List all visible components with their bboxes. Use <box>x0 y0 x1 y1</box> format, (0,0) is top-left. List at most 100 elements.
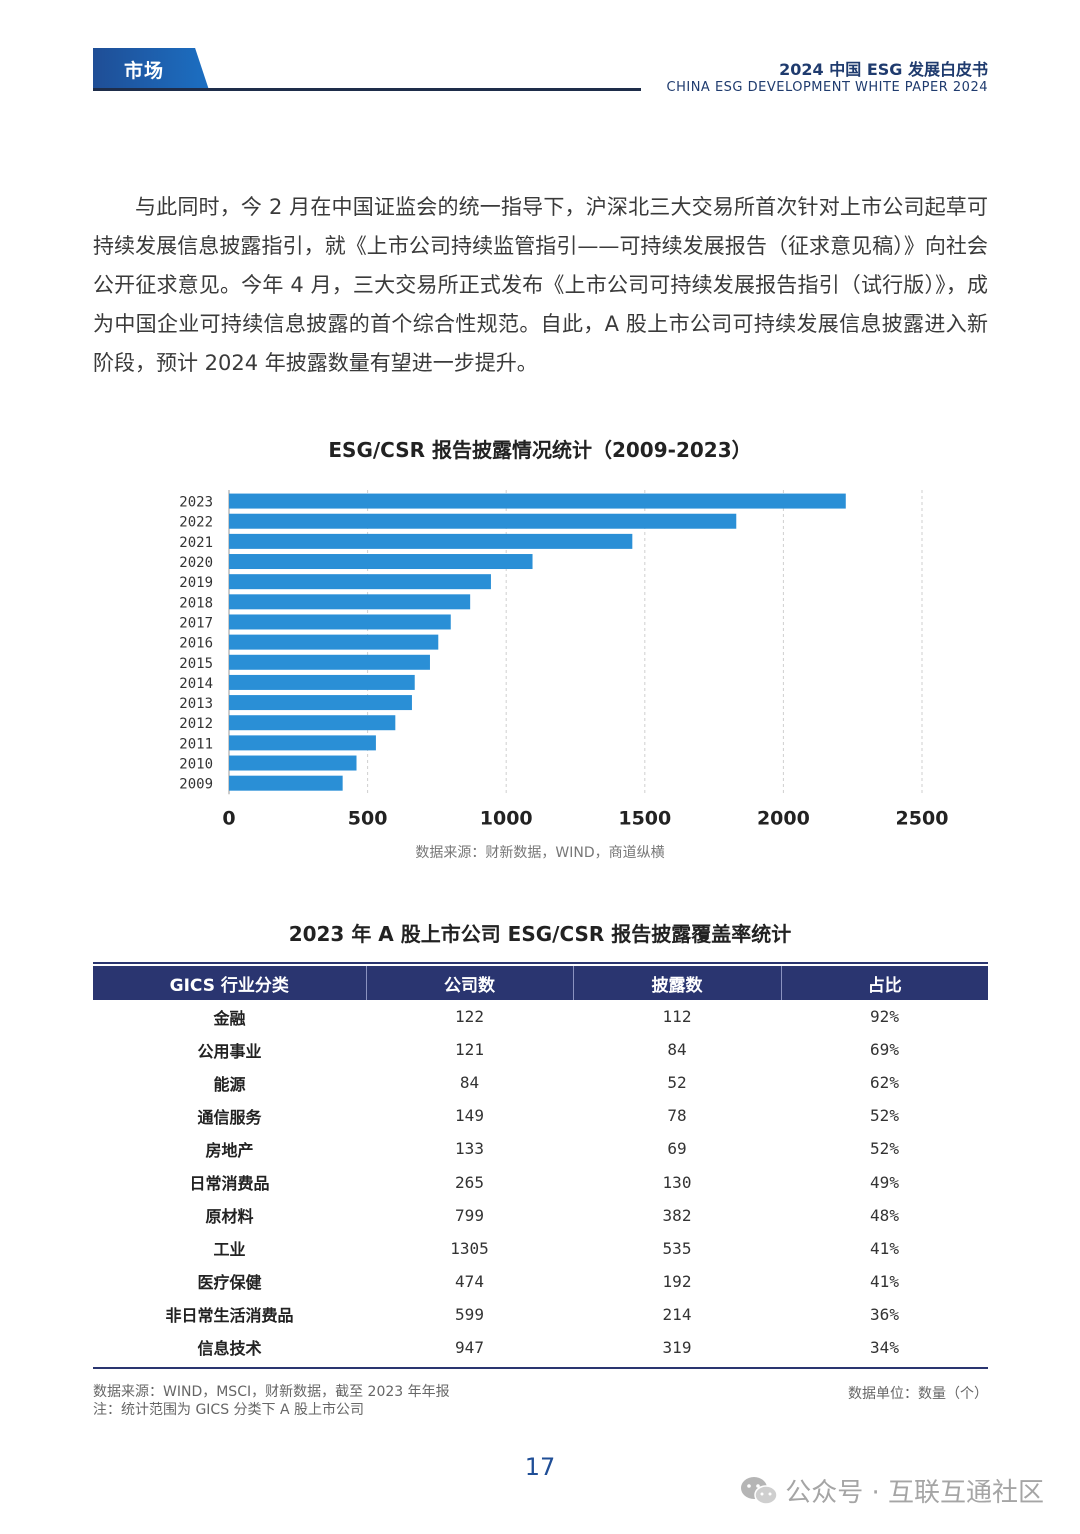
header-disclosure-count: 披露数 <box>573 966 782 1000</box>
bar-2015 <box>229 654 430 670</box>
y-tick-label: 2014 <box>179 676 213 692</box>
table-unit-note: 数据单位：数量（个） <box>848 1386 988 1402</box>
table-row: 房地产 133 69 52% <box>93 1132 988 1165</box>
company-count-cell: 1305 <box>450 1238 489 1258</box>
table-row: 能源 84 52 62% <box>93 1066 988 1099</box>
y-tick-label: 2013 <box>179 696 213 712</box>
table-row: 金融 122 112 92% <box>93 1000 988 1033</box>
ratio-cell: 62% <box>870 1073 899 1093</box>
table-notes: 数据来源：WIND，MSCI，财新数据，截至 2023 年年报 注：统计范围为 … <box>93 1383 450 1419</box>
bar-2020 <box>229 554 533 570</box>
wechat-icon <box>741 1476 778 1505</box>
company-count-cell: 122 <box>455 1007 484 1027</box>
company-count-cell: 121 <box>455 1040 484 1060</box>
x-tick-label: 1000 <box>480 807 533 829</box>
company-count-cell: 799 <box>455 1205 484 1225</box>
table-scope-note: 注：统计范围为 GICS 分类下 A 股上市公司 <box>93 1402 365 1418</box>
ratio-cell: 36% <box>870 1304 899 1324</box>
watermark: 公众号 · 互联互通社区 <box>739 1472 1044 1509</box>
section-label: 市场 <box>124 60 165 82</box>
company-count-cell: 133 <box>455 1139 484 1159</box>
industry-cell: 工业 <box>213 1240 246 1260</box>
y-tick-label: 2015 <box>179 656 213 672</box>
table-source-note: 数据来源：WIND，MSCI，财新数据，截至 2023 年年报 <box>93 1384 450 1400</box>
ratio-cell: 52% <box>870 1106 899 1126</box>
industry-cell: 能源 <box>213 1074 246 1094</box>
industry-cell: 非日常生活消费品 <box>165 1306 294 1326</box>
y-tick-label: 2018 <box>179 595 213 611</box>
x-tick-label: 2500 <box>896 807 949 829</box>
page-number: 17 <box>524 1453 556 1481</box>
y-tick-label: 2009 <box>179 777 213 793</box>
bar-2011 <box>229 735 376 751</box>
industry-cell: 金融 <box>213 1008 246 1028</box>
table-row: 工业 1305 535 41% <box>93 1232 988 1265</box>
company-count-cell: 84 <box>459 1073 480 1093</box>
ratio-cell: 41% <box>870 1238 899 1258</box>
doc-title-en: CHINA ESG DEVELOPMENT WHITE PAPER 2024 <box>666 80 988 95</box>
disclosure-count-cell: 130 <box>662 1172 692 1192</box>
disclosure-count-cell: 214 <box>662 1304 692 1324</box>
y-tick-label: 2023 <box>179 495 213 511</box>
y-tick-label: 2020 <box>179 555 213 571</box>
disclosure-count-cell: 382 <box>662 1205 692 1225</box>
bar-2013 <box>229 695 412 711</box>
bar-2009 <box>229 775 343 791</box>
header-ratio: 占比 <box>781 966 988 1000</box>
bar-chart: 2023 2022 2021 2020 2019 2018 2017 2016 2015 2014… <box>179 490 949 829</box>
table-title: 2023 年 A 股上市公司 ESG/CSR 报告披露覆盖率统计 <box>288 922 792 946</box>
y-tick-label: 2016 <box>179 636 213 652</box>
x-tick-label: 2000 <box>757 807 810 829</box>
table-top-rule <box>93 962 988 964</box>
table-row: 日常消费品 265 130 49% <box>93 1165 988 1198</box>
company-count-cell: 474 <box>455 1271 484 1291</box>
table-row: 通信服务 149 78 52% <box>93 1099 988 1132</box>
table-row: 信息技术 947 319 34% <box>93 1331 988 1364</box>
disclosure-count-cell: 192 <box>662 1271 692 1291</box>
ratio-cell: 49% <box>870 1172 899 1192</box>
disclosure-count-cell: 52 <box>667 1073 687 1093</box>
table-row: 非日常生活消费品 599 214 36% <box>93 1298 988 1331</box>
industry-cell: 信息技术 <box>197 1339 262 1359</box>
disclosure-count-cell: 112 <box>662 1007 692 1027</box>
header-company-count: 公司数 <box>366 966 574 1000</box>
coverage-table: GICS 行业分类 公司数 披露数 占比 金融 122 112 92% 公用事业 121 8… <box>93 966 988 1364</box>
table-row: 医疗保健 474 192 41% <box>93 1265 988 1298</box>
chart-title: ESG/CSR 报告披露情况统计（2009-2023） <box>328 438 752 462</box>
bar-2023 <box>229 493 846 509</box>
ratio-cell: 34% <box>870 1337 899 1357</box>
disclosure-count-cell: 84 <box>667 1040 687 1060</box>
ratio-cell: 48% <box>870 1205 899 1225</box>
bar-2021 <box>229 533 633 549</box>
bar-2017 <box>229 614 451 630</box>
bar-2019 <box>229 574 491 590</box>
industry-cell: 公用事业 <box>197 1041 262 1061</box>
industry-cell: 日常消费品 <box>189 1174 270 1194</box>
y-tick-label: 2010 <box>179 757 213 773</box>
watermark-text: 公众号 · 互联互通社区 <box>785 1478 1044 1508</box>
x-tick-label: 0 <box>222 807 235 829</box>
bar-2022 <box>229 513 737 529</box>
company-count-cell: 947 <box>455 1337 484 1357</box>
header-industry: GICS 行业分类 <box>93 966 367 1000</box>
body-paragraph: 与此同时，今 2 月在中国证监会的统一指导下，沪深北三大交易所首次针对上市公司起… <box>93 195 988 375</box>
bar-2012 <box>229 715 396 731</box>
header-rule <box>93 88 641 91</box>
industry-cell: 医疗保健 <box>197 1273 262 1293</box>
bar-2016 <box>229 634 439 650</box>
ratio-cell: 69% <box>870 1040 899 1060</box>
y-tick-label: 2021 <box>179 535 213 551</box>
ratio-cell: 52% <box>870 1139 899 1159</box>
company-count-cell: 149 <box>455 1106 484 1126</box>
bar-2018 <box>229 594 471 610</box>
disclosure-count-cell: 78 <box>667 1106 687 1126</box>
table-bottom-rule <box>93 1367 988 1369</box>
section-tab <box>93 48 209 90</box>
disclosure-count-cell: 319 <box>662 1337 692 1357</box>
y-tick-label: 2012 <box>179 716 213 732</box>
x-tick-label: 500 <box>348 807 388 829</box>
disclosure-count-cell: 69 <box>667 1139 687 1159</box>
ratio-cell: 92% <box>870 1007 899 1027</box>
doc-title-cn: 2024 中国 ESG 发展白皮书 <box>779 60 988 79</box>
table-row: 公用事业 121 84 69% <box>93 1033 988 1066</box>
